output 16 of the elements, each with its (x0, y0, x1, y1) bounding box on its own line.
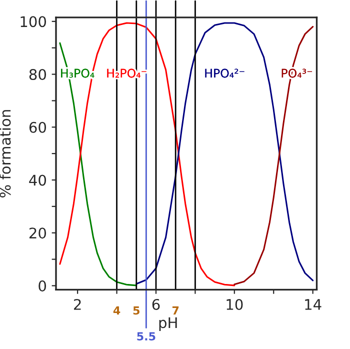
x-axis-title: pH (159, 317, 177, 332)
y-tick-label: 80 (29, 68, 46, 80)
y-tick-label: 60 (29, 122, 46, 133)
ref-line-label: 5 (133, 306, 140, 315)
x-tick-label: 14 (305, 299, 322, 310)
y-tick-label: 40 (29, 174, 46, 186)
ref-line-label: 5.5 (137, 332, 156, 341)
ref-line-label: 4 (113, 306, 120, 315)
x-tick-label: 10 (226, 298, 243, 310)
y-tick-label: 100 (20, 16, 46, 28)
series-label: HPO₄²⁻ (205, 68, 244, 78)
y-tick-label: 0 (38, 280, 46, 292)
ref-line-label: 7 (172, 306, 179, 315)
x-tick-label: 2 (74, 298, 81, 310)
x-tick-label: 6 (152, 298, 160, 310)
y-tick-label: 20 (29, 228, 46, 239)
